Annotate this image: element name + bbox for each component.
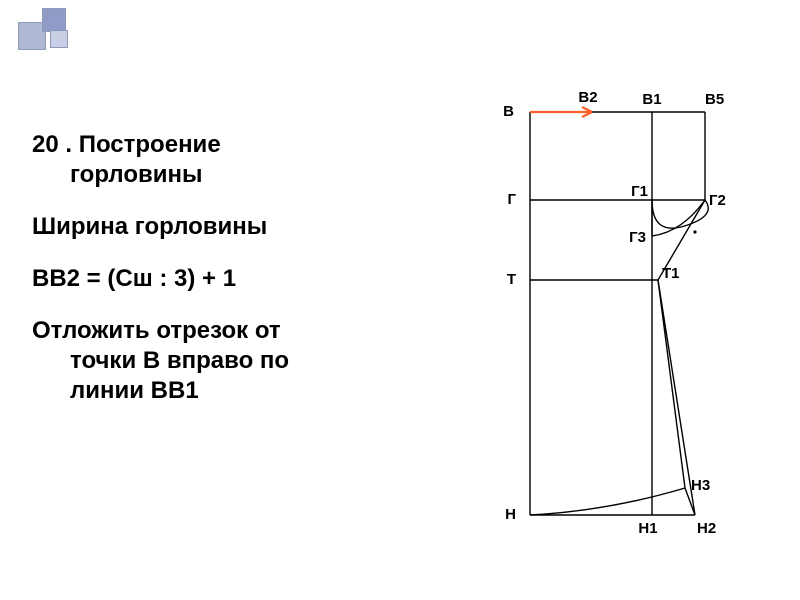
decor-square [50, 30, 68, 48]
decor-square [42, 8, 66, 32]
label-B5: В5 [705, 91, 724, 108]
diagram-dot [693, 230, 696, 233]
label-G: Г [507, 191, 516, 208]
label-T: Т [507, 271, 516, 288]
label-B1: В1 [642, 91, 661, 108]
label-B2: В2 [578, 89, 597, 106]
label-B: В [503, 103, 514, 120]
instruction-line1: Отложить отрезок от [32, 317, 281, 344]
instruction-line2: точки В вправо по [32, 346, 387, 376]
label-H3: Н3 [691, 477, 710, 494]
instruction-body: Отложить отрезок от точки В вправо по ли… [32, 316, 387, 406]
label-G1: Г1 [631, 183, 648, 200]
corner-decoration [18, 8, 98, 53]
hem-curve [530, 488, 685, 515]
label-H: Н [505, 506, 516, 523]
title-line1: 20 . Построение [32, 131, 221, 158]
neck-width-label: Ширина горловины [32, 212, 387, 242]
instruction-text: 20 . Построение горловины Ширина горлови… [32, 130, 387, 428]
armhole-curve-2 [652, 200, 705, 236]
label-H1: Н1 [638, 520, 657, 537]
pattern-diagram: В В1 В5 В2 Г Г1 Г2 Г3 Т Т1 Н Н1 Н2 Н3 [400, 80, 730, 560]
label-H2: Н2 [697, 520, 716, 537]
instruction-line3: линии ВВ1 [32, 376, 387, 406]
armhole-curve [652, 200, 708, 228]
formula: ВВ2 = (Сш : 3) + 1 [32, 264, 387, 294]
line-T1-H3 [658, 280, 685, 488]
label-G3: Г3 [629, 229, 646, 246]
title-line2: горловины [32, 160, 387, 190]
line-T1-H2 [658, 280, 695, 515]
step-title: 20 . Построение горловины [32, 130, 387, 190]
label-G2: Г2 [709, 192, 726, 209]
label-T1: Т1 [662, 265, 680, 282]
